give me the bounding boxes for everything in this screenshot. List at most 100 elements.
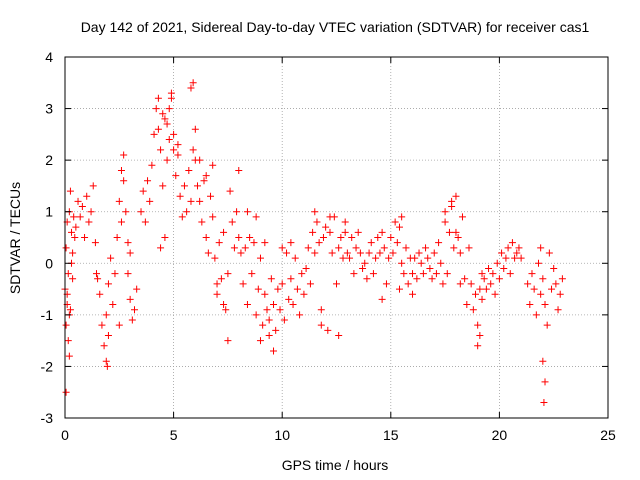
data-point [174, 151, 182, 159]
data-point [461, 275, 469, 283]
data-point [91, 239, 99, 247]
data-point [165, 105, 173, 113]
data-point [270, 347, 278, 355]
data-point [387, 234, 395, 241]
data-point [265, 331, 273, 339]
data-point [250, 239, 258, 247]
data-point [317, 321, 325, 329]
data-point [537, 290, 545, 298]
data-point [243, 301, 251, 309]
data-point [415, 249, 423, 257]
data-point [148, 161, 156, 169]
data-point [476, 285, 484, 293]
data-point [215, 239, 223, 247]
data-point [128, 316, 136, 324]
data-point [124, 270, 132, 278]
data-point [395, 285, 403, 293]
data-point [154, 94, 162, 102]
data-point [115, 321, 123, 329]
data-point [189, 79, 197, 87]
data-point [467, 280, 475, 288]
data-point [278, 280, 286, 288]
data-point [285, 295, 293, 303]
data-point [296, 311, 304, 319]
data-point [226, 187, 234, 195]
data-point [476, 331, 484, 339]
data-point [432, 270, 440, 278]
data-point [163, 120, 171, 128]
data-point [335, 331, 343, 339]
y-tick-label: 3 [45, 101, 53, 117]
data-point [404, 280, 412, 288]
plot-frame [64, 56, 609, 419]
data-point [304, 244, 312, 252]
data-point [109, 301, 117, 309]
data-point [274, 285, 282, 293]
data-point [552, 280, 560, 288]
data-point [319, 234, 327, 241]
data-point [209, 161, 217, 169]
data-point [500, 264, 508, 272]
data-point [474, 321, 482, 329]
data-point [441, 208, 449, 216]
data-point [454, 234, 462, 241]
data-point [556, 290, 564, 298]
data-point [76, 213, 84, 221]
data-point [517, 254, 525, 262]
data-point [508, 239, 516, 247]
data-point [428, 275, 436, 283]
data-point [441, 218, 449, 226]
data-point [465, 244, 473, 252]
grid [65, 57, 608, 418]
data-point [68, 228, 76, 236]
data-point [222, 306, 230, 314]
data-point [187, 84, 195, 92]
data-point [495, 275, 503, 283]
data-point [380, 244, 388, 252]
data-point [359, 264, 367, 272]
data-point [419, 270, 427, 278]
axis-ticks: 0 5 10 15 20 25 -3 -2 -1 0 1 2 3 4 [41, 49, 616, 443]
data-point [322, 223, 330, 231]
data-point [259, 321, 267, 329]
data-point [422, 244, 430, 252]
data-point [343, 249, 351, 257]
data-point [280, 316, 288, 324]
data-point [196, 156, 204, 164]
data-point [409, 270, 417, 278]
data-point [74, 197, 82, 205]
y-tick-label: -3 [41, 410, 54, 426]
data-point [382, 280, 390, 288]
data-point [72, 223, 80, 231]
data-point [178, 213, 186, 221]
data-point [170, 146, 178, 154]
data-point [98, 321, 106, 329]
data-point [413, 275, 421, 283]
data-point [167, 89, 175, 97]
data-point [326, 228, 334, 236]
data-point [150, 130, 158, 138]
data-point [165, 136, 173, 144]
data-point [144, 177, 152, 185]
data-point [241, 244, 249, 252]
data-point [126, 249, 134, 257]
data-point [235, 166, 243, 174]
data-point [482, 285, 490, 293]
data-point [378, 295, 386, 303]
data-point [430, 249, 438, 257]
data-point [261, 239, 269, 247]
data-point [426, 264, 434, 272]
data-point [189, 146, 197, 154]
data-point [89, 182, 97, 190]
data-point [540, 399, 548, 407]
data-point [543, 321, 551, 329]
data-point [493, 259, 501, 267]
data-point [511, 254, 519, 262]
data-point [313, 218, 321, 226]
data-point [554, 306, 562, 314]
y-tick-label: 2 [45, 152, 53, 168]
data-point [180, 182, 188, 190]
data-point [65, 352, 73, 360]
x-tick-label: 20 [492, 427, 508, 443]
data-point [272, 326, 280, 334]
